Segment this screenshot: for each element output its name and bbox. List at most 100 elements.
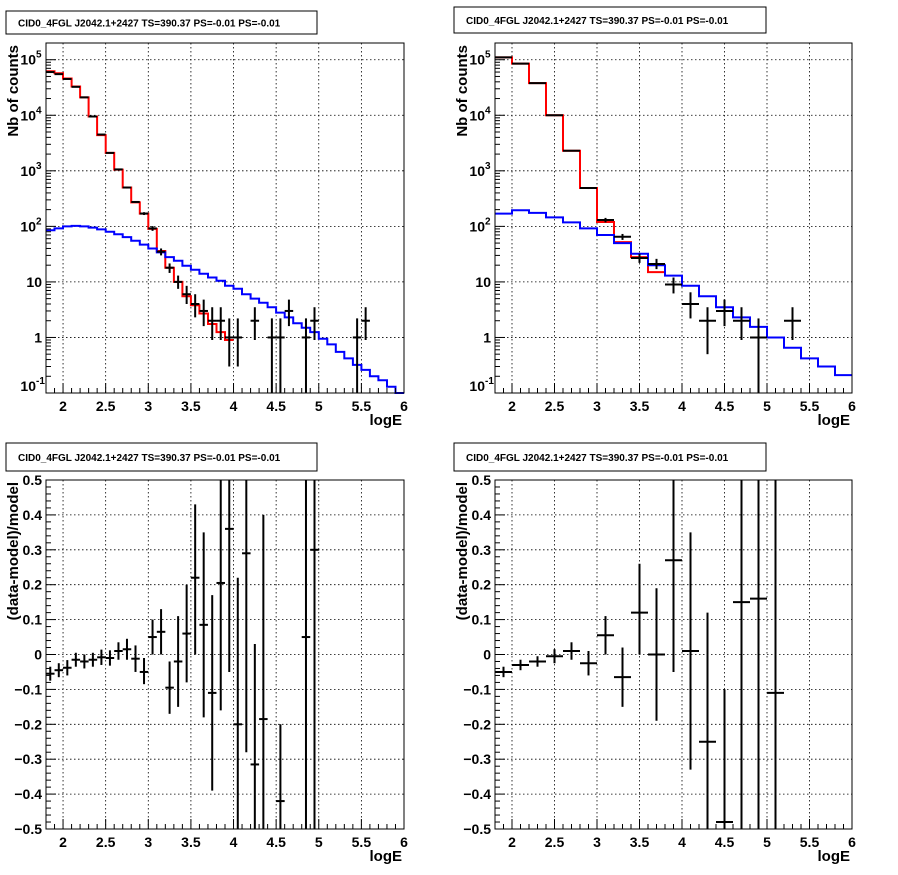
x-tick-label: 5.5 xyxy=(352,398,372,414)
data-point xyxy=(233,318,243,367)
y-tick-exponent: 5 xyxy=(36,50,42,61)
y-tick-label: 10 xyxy=(20,218,36,234)
data-point xyxy=(563,642,580,660)
data-point xyxy=(284,299,294,327)
data-point xyxy=(631,563,648,655)
data-point xyxy=(63,77,72,80)
x-tick-label: 2.5 xyxy=(545,398,565,414)
y-tick-label: 0.1 xyxy=(23,612,43,628)
data-point xyxy=(63,660,72,676)
data-point xyxy=(88,115,98,118)
data-point xyxy=(276,724,285,829)
data-point xyxy=(225,480,234,672)
y-axis-label: Nb of counts xyxy=(5,45,22,137)
x-tick-label: 3 xyxy=(593,834,601,850)
data-point xyxy=(301,318,311,393)
data-point xyxy=(199,299,208,327)
x-tick-label: 2.5 xyxy=(96,834,116,850)
y-tick-label: 0.5 xyxy=(472,472,492,488)
data-point xyxy=(665,480,682,672)
y-tick-exponent: -1 xyxy=(485,376,494,387)
data-point xyxy=(546,649,563,664)
data-point xyxy=(361,307,370,340)
x-tick-label: 2 xyxy=(508,834,516,850)
data-point xyxy=(301,480,311,829)
data-point xyxy=(614,233,631,240)
x-tick-label: 6 xyxy=(848,834,856,850)
y-tick-label: −0.5 xyxy=(14,821,42,837)
y-tick-label: 10 xyxy=(26,274,42,290)
y-tick-exponent: 3 xyxy=(485,161,491,172)
data-point xyxy=(546,114,563,117)
panel-title-box xyxy=(5,10,318,35)
data-point xyxy=(276,318,285,393)
y-axis-label: Nb of counts xyxy=(454,45,471,137)
data-point xyxy=(216,480,225,711)
data-point xyxy=(733,480,750,829)
x-tick-label: 5 xyxy=(315,834,323,850)
data-point xyxy=(750,480,767,829)
data-point xyxy=(148,619,157,655)
x-tick-label: 3.5 xyxy=(630,398,650,414)
x-axis-label: logE xyxy=(370,848,403,865)
data-point xyxy=(139,212,149,216)
data-point xyxy=(156,609,166,655)
x-tick-label: 5 xyxy=(763,834,771,850)
y-tick-label: 10 xyxy=(20,163,36,179)
x-tick-label: 3.5 xyxy=(630,834,650,850)
y-tick-exponent: 3 xyxy=(36,161,42,172)
y-tick-label: −0.2 xyxy=(463,716,491,732)
y-tick-label: 0.5 xyxy=(23,472,43,488)
y-tick-label: 0 xyxy=(483,647,491,663)
data-point xyxy=(97,649,106,665)
data-point xyxy=(80,654,89,669)
x-tick-label: 2.5 xyxy=(96,398,116,414)
data-point xyxy=(750,318,767,393)
y-axis-label: (data-model)/model xyxy=(454,482,471,620)
data-point xyxy=(190,504,200,655)
x-tick-label: 6 xyxy=(848,398,856,414)
x-tick-label: 6 xyxy=(400,834,408,850)
data-point xyxy=(105,650,115,666)
series-line-blue xyxy=(46,224,404,394)
data-point xyxy=(173,275,183,289)
data-point xyxy=(156,248,166,256)
data-point xyxy=(165,661,174,714)
y-tick-exponent: -1 xyxy=(36,376,45,387)
panel-title: CID0_4FGL J2042.1+2427 TS=390.37 PS=-0.0… xyxy=(466,16,729,27)
panel-title: CID0_4FGL J2042.1+2427 TS=390.37 PS=-0.0… xyxy=(18,453,281,464)
x-tick-label: 3 xyxy=(144,834,152,850)
x-tick-label: 2 xyxy=(59,398,67,414)
data-point xyxy=(250,307,260,340)
y-tick-exponent: 2 xyxy=(36,216,42,227)
data-point xyxy=(105,151,115,154)
x-tick-label: 5.5 xyxy=(800,834,820,850)
data-point xyxy=(54,663,64,678)
y-tick-label: 0.2 xyxy=(23,577,43,593)
data-point xyxy=(310,307,319,340)
y-tick-label: 0.3 xyxy=(472,542,492,558)
data-point xyxy=(88,652,98,667)
data-point xyxy=(648,258,665,270)
y-tick-label: −0.2 xyxy=(14,716,42,732)
panel-title-box xyxy=(453,6,767,34)
x-tick-label: 3 xyxy=(144,398,152,414)
y-tick-label: 0 xyxy=(34,647,42,663)
data-point xyxy=(310,480,319,829)
x-tick-label: 2 xyxy=(59,834,67,850)
y-tick-label: 0.1 xyxy=(472,612,492,628)
data-point xyxy=(114,642,123,660)
data-point xyxy=(207,595,217,791)
data-point xyxy=(580,187,597,190)
data-point xyxy=(716,689,733,829)
y-tick-label: 10 xyxy=(475,274,491,290)
y-tick-exponent: 5 xyxy=(485,50,491,61)
y-tick-label: −0.3 xyxy=(463,751,491,767)
y-tick-label: 10 xyxy=(20,107,36,123)
data-point xyxy=(529,82,546,85)
x-tick-label: 4 xyxy=(230,834,238,850)
y-tick-label: −0.3 xyxy=(14,751,42,767)
y-tick-label: 10 xyxy=(469,378,485,394)
